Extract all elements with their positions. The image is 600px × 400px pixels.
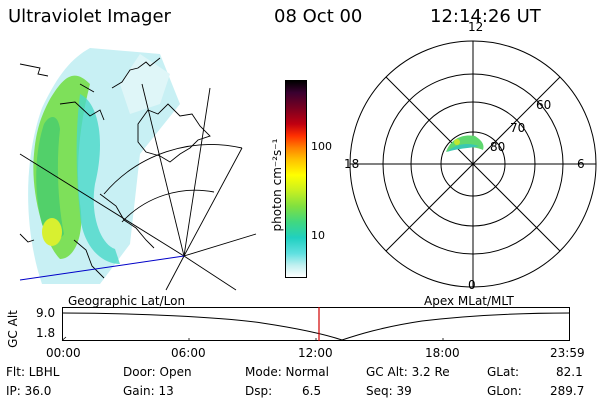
info-glat-value: 82.1 bbox=[556, 365, 583, 379]
colorbar bbox=[285, 80, 307, 278]
altitude-xtick-2359: 23:59 bbox=[550, 346, 585, 360]
lat-label-60: 60 bbox=[536, 98, 552, 112]
polar-caption: Apex MLat/MLT bbox=[424, 294, 514, 308]
mlt-label-18: 18 bbox=[344, 157, 360, 171]
info-ip: IP: 36.0 bbox=[6, 384, 52, 398]
info-door: Door: Open bbox=[123, 365, 192, 379]
colorbar-tick-10: 10 bbox=[311, 229, 325, 242]
altitude-xtick-0600: 06:00 bbox=[171, 346, 206, 360]
altitude-ytick-9: 9.0 bbox=[36, 306, 56, 320]
date-label: 08 Oct 00 bbox=[274, 6, 363, 27]
altitude-plot bbox=[61, 307, 571, 341]
mlt-label-12: 12 bbox=[468, 20, 484, 34]
info-glon-label: GLon: bbox=[487, 384, 522, 398]
lat-label-70: 70 bbox=[510, 121, 526, 135]
colorbar-unit-label: photon cm⁻²s⁻¹ bbox=[270, 138, 284, 232]
altitude-xtick-1200: 12:00 bbox=[298, 346, 333, 360]
mlt-label-0: 0 bbox=[468, 278, 476, 292]
info-flt: Flt: LBHL bbox=[6, 365, 60, 379]
info-dsp-value: 6.5 bbox=[302, 384, 322, 398]
info-mode: Mode: Normal bbox=[245, 365, 329, 379]
info-gain: Gain: 13 bbox=[123, 384, 174, 398]
time-label: 12:14:26 UT bbox=[430, 6, 541, 27]
instrument-title: Ultraviolet Imager bbox=[8, 6, 171, 27]
geographic-caption: Geographic Lat/Lon bbox=[68, 294, 186, 308]
lat-label-80: 80 bbox=[490, 140, 506, 154]
info-glon-value: 289.7 bbox=[550, 384, 585, 398]
colorbar-tick-100: 100 bbox=[311, 140, 332, 153]
mlt-label-6: 6 bbox=[577, 157, 585, 171]
geographic-image-panel bbox=[19, 48, 257, 291]
info-glat-label: GLat: bbox=[487, 365, 520, 379]
altitude-xtick-1800: 18:00 bbox=[425, 346, 460, 360]
altitude-xtick-0000: 00:00 bbox=[46, 346, 81, 360]
info-gc-alt: GC Alt: 3.2 Re bbox=[366, 365, 450, 379]
altitude-ylabel: GC Alt bbox=[5, 310, 20, 348]
polar-plot bbox=[349, 40, 597, 288]
altitude-ytick-1-8: 1.8 bbox=[36, 326, 56, 340]
info-dsp-label: Dsp: bbox=[245, 384, 273, 398]
info-seq: Seq: 39 bbox=[366, 384, 412, 398]
